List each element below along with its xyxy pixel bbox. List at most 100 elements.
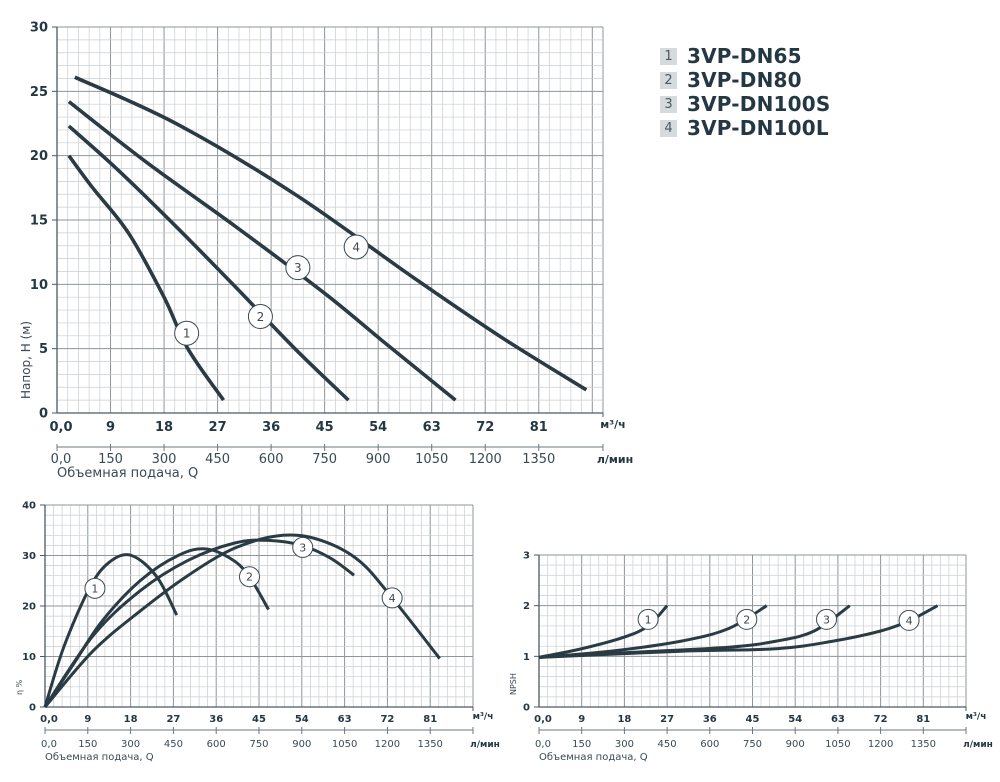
x2-tick-label: 150 — [98, 452, 123, 467]
x2-tick-label: 1050 — [415, 452, 448, 467]
curve-label: 2 — [246, 571, 253, 584]
x-tick-label: 36 — [209, 714, 223, 725]
x2-unit-label: л/мин — [597, 453, 633, 466]
x-tick-label: 27 — [209, 420, 227, 435]
x2-tick-label: 300 — [121, 739, 140, 750]
curve-label-circle — [238, 566, 260, 588]
legend-model: 3VP-DN100S — [687, 92, 831, 116]
x-tick-label: 45 — [252, 714, 266, 725]
x-tick-label: 36 — [262, 420, 280, 435]
x2-tick-label: 750 — [743, 739, 762, 750]
x-tick-label: 27 — [166, 714, 180, 725]
x2-tick-label: 600 — [207, 739, 226, 750]
y-tick-label: 30 — [22, 551, 36, 562]
curve-label: 3 — [299, 541, 306, 554]
y-tick-label: 10 — [22, 652, 36, 663]
x-tick-label: 81 — [530, 420, 548, 435]
x2-tick-label: 1200 — [868, 739, 893, 750]
y-axis-title: η % — [15, 679, 24, 695]
grid — [44, 504, 474, 708]
curve-label-circle — [381, 587, 403, 609]
x2-tick-label: 900 — [786, 739, 805, 750]
x2-tick-label: 1200 — [375, 739, 400, 750]
x2-tick-label: 300 — [152, 452, 177, 467]
x2-tick-label: 750 — [312, 452, 337, 467]
x-axis-title: Объемная подача, Q — [45, 752, 154, 763]
y-tick-label: 3 — [523, 551, 530, 562]
x-tick-label: 0,0 — [534, 714, 552, 725]
x-tick-label: 45 — [746, 714, 760, 725]
x2-tick-label: 450 — [164, 739, 183, 750]
curve-label-circle — [736, 608, 758, 630]
x2-unit-label: л/мин — [470, 740, 500, 750]
x2-tick-label: 1200 — [469, 452, 502, 467]
x-tick-label: 63 — [831, 714, 845, 725]
x-tick-label: 45 — [316, 420, 334, 435]
x-tick-label: 63 — [423, 420, 441, 435]
x-tick-label: 18 — [155, 420, 173, 435]
legend-item: 1 3VP-DN65 — [660, 44, 831, 68]
curve-label: 3 — [294, 261, 302, 275]
x-tick-label: 81 — [916, 714, 930, 725]
y-tick-label: 0 — [39, 407, 48, 422]
x-tick-label: 54 — [788, 714, 802, 725]
curve-label-circle — [84, 577, 106, 599]
x-tick-label: 18 — [124, 714, 138, 725]
grid — [538, 554, 967, 708]
y-tick-label: 0 — [523, 703, 530, 714]
curve-label: 2 — [743, 613, 750, 626]
curve-3 — [67, 100, 457, 402]
legend-number: 3 — [660, 95, 677, 113]
y-tick-label: 0 — [29, 703, 36, 714]
y-tick-label: 40 — [22, 501, 36, 512]
curve-label-circle — [637, 608, 659, 630]
x-tick-label: 72 — [874, 714, 888, 725]
x2-tick-label: 1050 — [332, 739, 357, 750]
x2-tick-label: 900 — [292, 739, 311, 750]
x-tick-label: 9 — [106, 420, 115, 435]
curve-2 — [43, 547, 270, 708]
curve-label: 1 — [645, 613, 652, 626]
curve-label-circle — [174, 320, 200, 346]
curve-2 — [67, 124, 350, 402]
curve-1 — [43, 553, 179, 708]
curve-label: 4 — [389, 592, 396, 605]
x-axis-title: Объемная подача, Q — [539, 752, 648, 763]
x2-tick-label: 600 — [259, 452, 284, 467]
curve-label: 4 — [352, 240, 360, 254]
curve-label: 3 — [823, 613, 830, 626]
x2-tick-label: 1350 — [911, 739, 936, 750]
x-tick-label: 27 — [660, 714, 674, 725]
x-tick-label: 72 — [380, 714, 394, 725]
x-axis-title: Объемная подача, Q — [57, 466, 198, 481]
curve-label-circle — [816, 608, 838, 630]
y-tick-label: 20 — [30, 149, 48, 164]
curve-label: 1 — [183, 327, 191, 341]
x-tick-label: 9 — [84, 714, 91, 725]
x-tick-label: 54 — [369, 420, 387, 435]
y-axis-title: NPSH — [509, 673, 518, 695]
y-tick-label: 5 — [39, 342, 48, 357]
legend-item: 3 3VP-DN100S — [660, 92, 831, 116]
legend-item: 4 3VP-DN100L — [660, 116, 831, 140]
curve-label: 2 — [257, 310, 265, 324]
legend-model: 3VP-DN100L — [687, 116, 829, 140]
x-tick-label: 81 — [423, 714, 437, 725]
x-unit-label: м³/ч — [600, 418, 625, 431]
x2-tick-label: 450 — [658, 739, 677, 750]
legend-number: 4 — [660, 119, 677, 137]
curve-label-circle — [285, 255, 311, 281]
x2-tick-label: 600 — [700, 739, 719, 750]
legend: 1 3VP-DN65 2 3VP-DN80 3 3VP-DN100S 4 3VP-DN1… — [660, 44, 831, 140]
legend-number: 2 — [660, 71, 677, 89]
x2-tick-label: 1350 — [417, 739, 442, 750]
y-tick-label: 30 — [30, 21, 48, 36]
legend-model: 3VP-DN80 — [687, 68, 802, 92]
efficiency-chart: 0 10 20 30 40 0,0 9 18 27 36 45 54 63 72 81 м³/ч 0,0 150 3… — [15, 501, 500, 764]
legend-number: 1 — [660, 47, 677, 65]
x2-tick-label: 0,0 — [51, 452, 72, 467]
legend-item: 2 3VP-DN80 — [660, 68, 831, 92]
x2-tick-label: 0,0 — [535, 739, 551, 750]
x-tick-label: 0,0 — [40, 714, 58, 725]
